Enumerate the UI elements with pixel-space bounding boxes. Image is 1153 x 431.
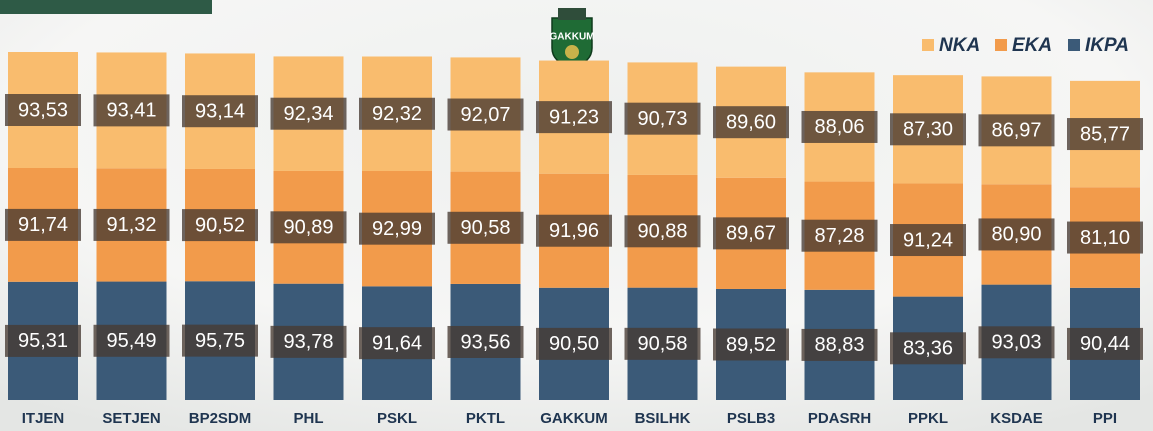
value-label: 91,32 — [106, 214, 156, 236]
x-tick-label: PSLB3 — [727, 410, 775, 427]
x-tick-label: PHL — [294, 410, 324, 427]
x-tick-label: BSILHK — [635, 410, 691, 427]
logo-text: GAKKUM — [550, 32, 595, 43]
value-label: 89,52 — [726, 334, 776, 356]
value-label: 88,83 — [814, 334, 864, 356]
legend-label: EKA — [1012, 35, 1052, 56]
value-label: 92,99 — [372, 218, 422, 240]
value-label: 93,53 — [18, 99, 68, 121]
x-tick-label: SETJEN — [102, 410, 160, 427]
value-label: 85,77 — [1080, 123, 1130, 145]
value-label: 88,06 — [814, 116, 864, 138]
value-label: 93,41 — [106, 100, 156, 122]
value-label: 93,78 — [283, 331, 333, 353]
value-label: 93,56 — [460, 331, 510, 353]
legend-swatch — [922, 39, 934, 51]
value-label: 91,24 — [903, 229, 953, 251]
value-label: 92,07 — [460, 104, 510, 126]
value-label: 91,74 — [18, 214, 68, 236]
value-label: 86,97 — [991, 120, 1041, 142]
value-label: 95,75 — [195, 330, 245, 352]
value-label: 90,89 — [283, 217, 333, 239]
value-label: 91,96 — [549, 220, 599, 242]
value-label: 87,30 — [903, 119, 953, 141]
x-tick-label: KSDAE — [990, 410, 1043, 427]
value-label: 90,58 — [637, 333, 687, 355]
value-label: 90,58 — [460, 217, 510, 239]
value-label: 93,14 — [195, 100, 245, 122]
x-tick-label: GAKKUM — [540, 410, 608, 427]
value-label: 90,88 — [637, 221, 687, 243]
x-tick-label: PKTL — [466, 410, 505, 427]
legend-label: NKA — [939, 35, 980, 56]
value-label: 89,60 — [726, 111, 776, 133]
x-tick-label: PSKL — [377, 410, 417, 427]
value-label: 90,50 — [549, 333, 599, 355]
chart: GAKKUM 95,31 91,74 93,53 ITJEN 95,49 91,32 93,… — [0, 0, 1153, 431]
x-tick-label: PPKL — [908, 410, 948, 427]
value-label: 90,44 — [1080, 333, 1130, 355]
value-label: 95,49 — [106, 330, 156, 352]
value-label: 80,90 — [991, 224, 1041, 246]
value-label: 81,10 — [1080, 227, 1130, 249]
value-label: 89,67 — [726, 223, 776, 245]
value-label: 90,73 — [637, 108, 687, 130]
logo-shield — [552, 18, 592, 68]
legend-label: IKPA — [1085, 35, 1129, 56]
legend-swatch — [1068, 39, 1080, 51]
value-label: 83,36 — [903, 338, 953, 360]
legend-swatch — [995, 39, 1007, 51]
x-tick-label: PDASRH — [808, 410, 871, 427]
value-label: 93,03 — [991, 332, 1041, 354]
value-label: 90,52 — [195, 214, 245, 236]
x-tick-label: BP2SDM — [189, 410, 252, 427]
value-label: 91,64 — [372, 332, 422, 354]
value-label: 92,32 — [372, 103, 422, 125]
value-label: 91,23 — [549, 106, 599, 128]
header-band — [0, 0, 212, 14]
x-tick-label: PPI — [1093, 410, 1117, 427]
logo-emblem — [565, 45, 579, 59]
value-label: 87,28 — [814, 225, 864, 247]
x-tick-label: ITJEN — [22, 410, 65, 427]
value-label: 92,34 — [283, 103, 333, 125]
value-label: 95,31 — [18, 330, 68, 352]
logo-building — [558, 8, 586, 20]
